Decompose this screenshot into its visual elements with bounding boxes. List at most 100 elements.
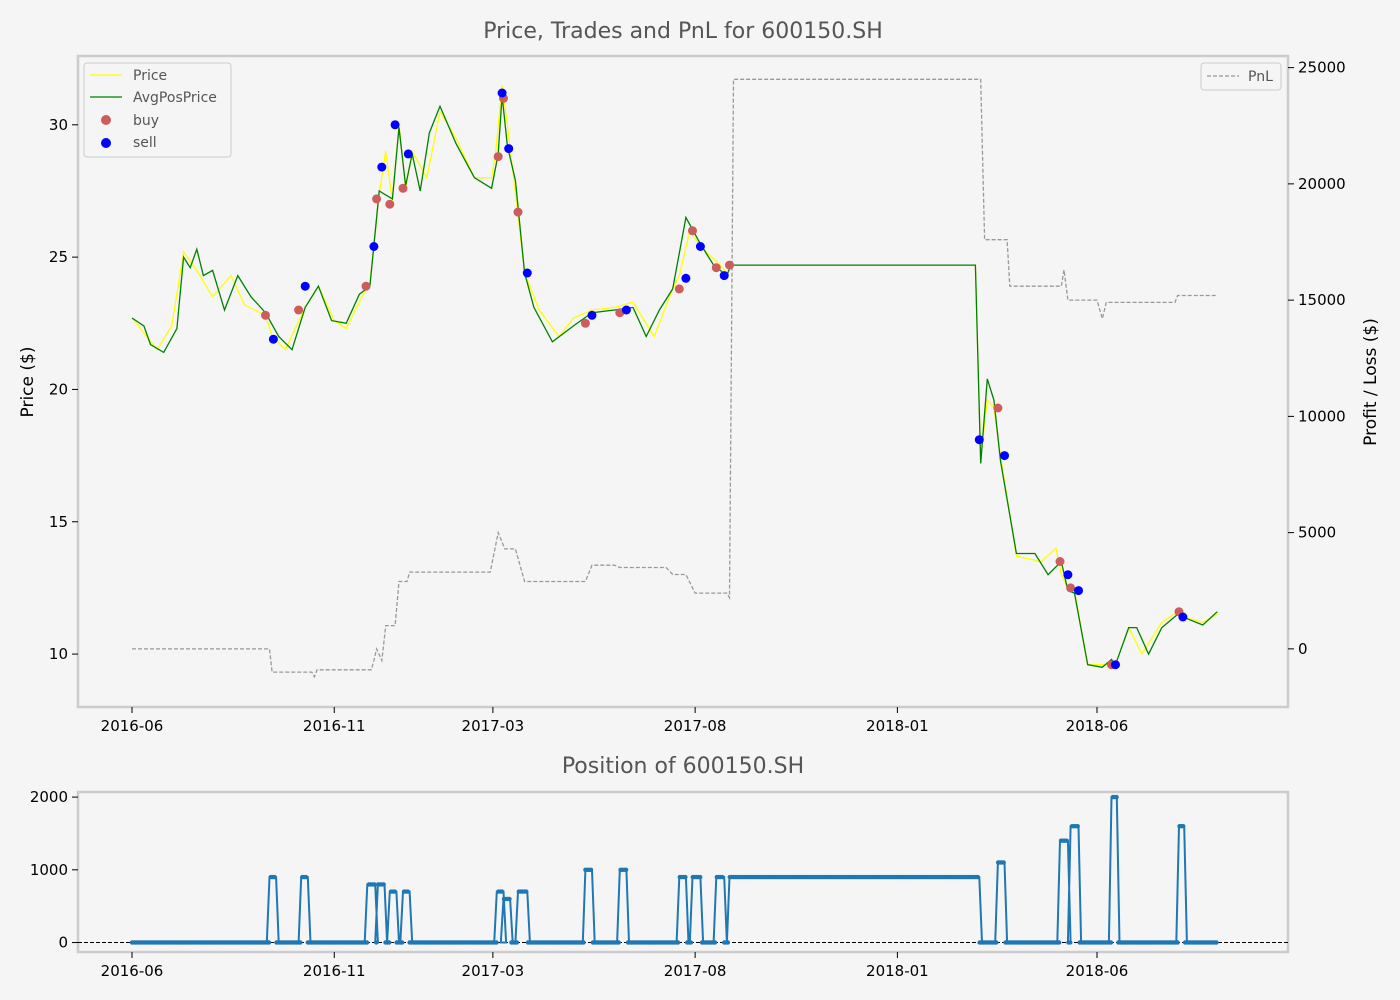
position-marker (1068, 940, 1073, 945)
position-marker (675, 940, 681, 945)
position-marker (623, 867, 629, 872)
pnl-axis-tick-label: 15000 (1298, 291, 1346, 309)
position-marker (524, 889, 529, 894)
position-x-tick-label: 2016-06 (101, 962, 164, 980)
sell-marker (1000, 451, 1009, 461)
pnl-axis-tick-label: 10000 (1298, 407, 1346, 425)
position-marker (588, 867, 594, 872)
position-y-tick-label: 2000 (30, 788, 68, 806)
price-axis-tick-label: 10 (49, 645, 68, 663)
position-marker (1175, 940, 1180, 945)
position-marker (975, 874, 980, 880)
sell-marker (587, 310, 597, 320)
position-x-tick-label: 2018-06 (1066, 962, 1129, 980)
position-marker (1075, 824, 1080, 829)
buy-marker (1055, 557, 1065, 566)
position-marker (494, 940, 499, 945)
position-y-tick-label: 1000 (30, 861, 68, 879)
buy-marker (294, 305, 304, 315)
main-x-tick-label: 2018-06 (1066, 717, 1129, 735)
position-y-axis: 0 1000 2000 (30, 788, 78, 952)
position-marker (374, 940, 379, 945)
legend-price-label: Price (133, 68, 167, 84)
position-marker (381, 882, 386, 887)
sell-marker (974, 435, 984, 445)
buy-marker (398, 183, 408, 193)
pnl-axis-tick-label: 20000 (1298, 175, 1346, 193)
main-x-tick-label: 2016-06 (101, 717, 164, 735)
sell-marker (681, 273, 691, 283)
position-marker (266, 940, 272, 945)
sell-marker (1063, 570, 1073, 580)
position-marker (712, 940, 718, 945)
buy-marker (688, 226, 697, 236)
pnl-axis-tick-label: 0 (1298, 640, 1308, 658)
position-marker (581, 940, 586, 945)
position-marker (1214, 940, 1219, 945)
price-axis-tick-label: 25 (49, 248, 68, 266)
position-marker (387, 940, 392, 945)
position-marker (303, 874, 309, 880)
position-marker (616, 940, 621, 945)
sell-marker (504, 144, 514, 154)
legend-avgpos-label: AvgPosPrice (133, 90, 217, 106)
main-plot-marks (131, 78, 1218, 679)
position-chart-title: Position of 600150.SH (562, 754, 804, 779)
pnl-axis-label: Profit / Loss ($) (1361, 318, 1381, 446)
position-plot-marks (78, 794, 1288, 945)
sell-marker (1111, 660, 1120, 670)
position-marker (688, 940, 694, 945)
position-marker (514, 940, 520, 945)
main-chart-title: Price, Trades and PnL for 600150.SH (483, 19, 883, 44)
position-marker (1108, 940, 1114, 945)
buy-marker (725, 260, 734, 270)
buy-marker (513, 207, 523, 217)
sell-marker (369, 242, 379, 251)
position-x-axis: 2016-06 2016-11 2017-03 2017-08 2018-01 2018-… (101, 952, 1129, 980)
position-marker (720, 874, 725, 880)
position-marker (698, 874, 703, 880)
position-marker (392, 889, 397, 894)
position-x-tick-label: 2016-11 (303, 962, 366, 980)
sell-marker (719, 271, 729, 281)
position-marker (272, 874, 277, 880)
legend-buy-marker (101, 115, 111, 125)
position-marker (400, 940, 405, 945)
position-marker (1057, 940, 1062, 945)
main-plot-area (76, 54, 1290, 709)
sell-marker (695, 242, 705, 251)
position-marker (725, 940, 731, 945)
position-marker (683, 874, 688, 880)
sell-marker (497, 88, 507, 98)
buy-marker (361, 281, 371, 291)
position-y-tick-label: 0 (58, 934, 68, 952)
sell-marker (621, 305, 631, 315)
buy-marker (993, 403, 1003, 413)
position-marker (1064, 838, 1069, 843)
buy-marker (1066, 583, 1076, 593)
sell-marker (1178, 612, 1188, 622)
price-axis-label: Price ($) (18, 347, 38, 418)
position-marker (1001, 860, 1006, 865)
price-axis-tick-label: 30 (49, 116, 68, 134)
position-marker (1114, 794, 1119, 800)
buy-marker (674, 284, 684, 294)
position-x-tick-label: 2017-03 (462, 962, 525, 980)
main-left-axis: 10 15 20 25 30 (49, 116, 78, 663)
price-axis-tick-label: 15 (49, 513, 68, 531)
main-x-tick-label: 2017-03 (462, 717, 525, 735)
buy-marker (493, 152, 503, 162)
buy-marker (385, 199, 395, 209)
buy-marker (580, 318, 590, 328)
main-right-axis: 0 5000 10000 15000 20000 25000 (1288, 59, 1346, 658)
position-plot-area (76, 790, 1290, 954)
main-x-axis: 2016-06 2016-11 2017-03 2017-08 2018-01 2018-… (101, 707, 1129, 735)
legend-sell-marker (101, 138, 111, 148)
main-x-tick-label: 2016-11 (303, 717, 366, 735)
sell-marker (377, 162, 387, 172)
position-marker (994, 940, 999, 945)
position-marker (405, 889, 410, 894)
buy-marker (372, 194, 382, 204)
sell-marker (522, 268, 532, 278)
buy-marker (261, 310, 270, 320)
